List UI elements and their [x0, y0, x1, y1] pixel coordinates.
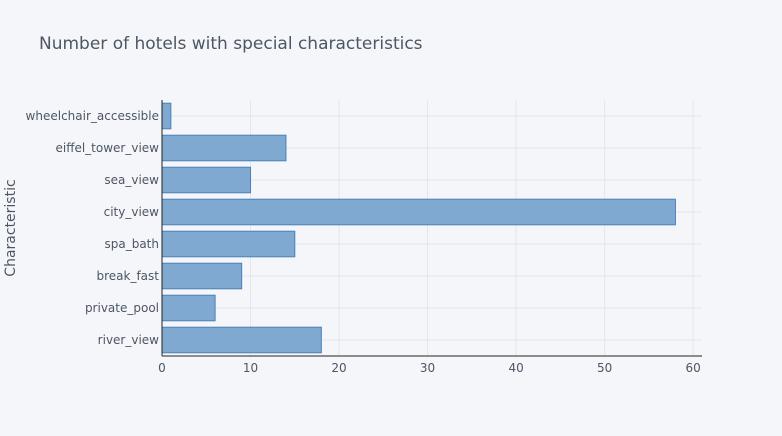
x-tick-label: 30 [420, 361, 435, 375]
x-tick-label: 40 [508, 361, 523, 375]
y-tick-label: break_fast [96, 269, 159, 283]
y-tick-label: city_view [104, 205, 160, 219]
x-tick-label: 0 [158, 361, 166, 375]
y-tick-label: wheelchair_accessible [26, 109, 159, 123]
y-tick-label: spa_bath [104, 237, 159, 251]
y-tick-label: river_view [98, 333, 160, 347]
y-tick-label: eiffel_tower_view [55, 141, 159, 155]
bar-private_pool [161, 294, 216, 322]
x-tick-label: 50 [597, 361, 612, 375]
bar-eiffel_tower_view [161, 134, 287, 162]
bar-river_view [161, 326, 322, 354]
y-tick-label: sea_view [104, 173, 159, 187]
x-tick-label: 10 [243, 361, 258, 375]
bar-break_fast [161, 262, 243, 290]
x-tick-label: 60 [686, 361, 701, 375]
bar-wheelchair_accessible [161, 102, 172, 130]
chart-title: Number of hotels with special characteri… [39, 34, 423, 54]
bar-sea_view [161, 166, 252, 194]
x-tick-label: 20 [331, 361, 346, 375]
bar-spa_bath [161, 230, 296, 258]
bar-city_view [161, 198, 676, 226]
y-tick-label: private_pool [85, 301, 159, 315]
